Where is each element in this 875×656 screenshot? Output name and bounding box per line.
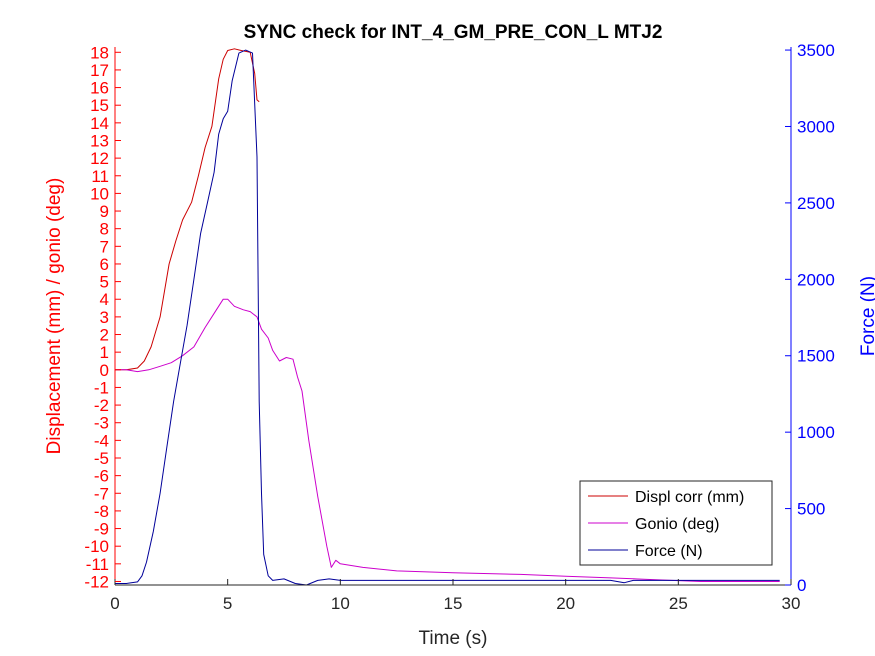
y-right-tick-label: 3500 [797, 41, 835, 60]
y-left-axis-label: Displacement (mm) / gonio (deg) [44, 178, 65, 455]
y-left-tick-label: 16 [90, 79, 109, 98]
y-left-tick-label: -3 [94, 414, 109, 433]
y-left-tick-label: -6 [94, 467, 109, 486]
y-left-tick-label: -11 [86, 555, 109, 574]
y-left-tick-label: -12 [84, 572, 109, 591]
y-left-tick-label: -9 [94, 520, 109, 539]
y-right-tick-label: 3000 [797, 117, 835, 136]
y-left-tick-label: -7 [94, 484, 109, 503]
y-left-axis-ticks: -12-11-10-9-8-7-6-5-4-3-2-10123456789101… [84, 43, 121, 591]
y-left-tick-label: 4 [100, 290, 109, 309]
legend-label-displ-corr-mm: Displ corr (mm) [635, 489, 744, 506]
y-right-tick-label: 2500 [797, 194, 835, 213]
y-right-tick-label: 1000 [797, 423, 835, 442]
x-tick-label: 20 [556, 594, 575, 613]
legend-label-force-n: Force (N) [635, 543, 703, 560]
y-left-tick-label: 17 [90, 61, 109, 80]
y-left-tick-label: 0 [100, 361, 109, 380]
legend-label-gonio-deg: Gonio (deg) [635, 516, 720, 533]
y-left-tick-label: -2 [94, 396, 109, 415]
y-right-tick-label: 1500 [797, 347, 835, 366]
y-left-tick-label: -5 [94, 449, 109, 468]
x-axis-label: Time (s) [419, 628, 488, 649]
y-left-tick-label: 5 [100, 273, 109, 292]
y-left-tick-label: 8 [100, 220, 109, 239]
y-right-axis-ticks: 0 500 1000 1500 2000 2500 3000 3500 [785, 41, 835, 595]
y-left-tick-label: 9 [100, 202, 109, 221]
y-left-tick-label: -1 [94, 378, 109, 397]
y-left-tick-label: -10 [84, 537, 109, 556]
legend: Displ corr (mm) Gonio (deg) Force (N) [579, 480, 773, 566]
x-axis-ticks: 0 5 10 15 20 25 30 [110, 579, 800, 613]
y-left-tick-label: -8 [94, 502, 109, 521]
y-left-tick-label: 14 [90, 114, 109, 133]
series-line-displ-corr-mm [115, 48, 260, 371]
y-right-tick-label: 0 [797, 576, 806, 595]
legend-items: Displ corr (mm) Gonio (deg) Force (N) [588, 489, 744, 560]
y-left-tick-label: 13 [90, 131, 109, 150]
y-right-tick-label: 500 [797, 500, 825, 519]
series-line-gonio-deg [115, 298, 780, 582]
y-right-axis-label: Force (N) [858, 276, 875, 356]
y-left-tick-label: 7 [100, 237, 109, 256]
y-left-tick-label: 12 [90, 149, 109, 168]
chart-title: SYNC check for INT_4_GM_PRE_CON_L MTJ2 [244, 22, 663, 43]
y-left-tick-label: -4 [94, 431, 109, 450]
y-left-tick-label: 10 [90, 184, 109, 203]
x-tick-label: 10 [331, 594, 350, 613]
y-left-tick-label: 6 [100, 255, 109, 274]
x-tick-label: 30 [782, 594, 801, 613]
x-tick-label: 25 [669, 594, 688, 613]
y-left-tick-label: 11 [91, 167, 109, 186]
y-left-tick-label: 1 [100, 343, 109, 362]
x-tick-label: 5 [223, 594, 232, 613]
y-left-tick-label: 3 [100, 308, 109, 327]
x-tick-label: 0 [110, 594, 119, 613]
x-tick-label: 15 [444, 594, 463, 613]
y-right-tick-label: 2000 [797, 270, 835, 289]
y-left-tick-label: 18 [90, 43, 109, 62]
y-left-tick-label: 15 [90, 96, 109, 115]
y-left-tick-label: 2 [100, 326, 109, 345]
